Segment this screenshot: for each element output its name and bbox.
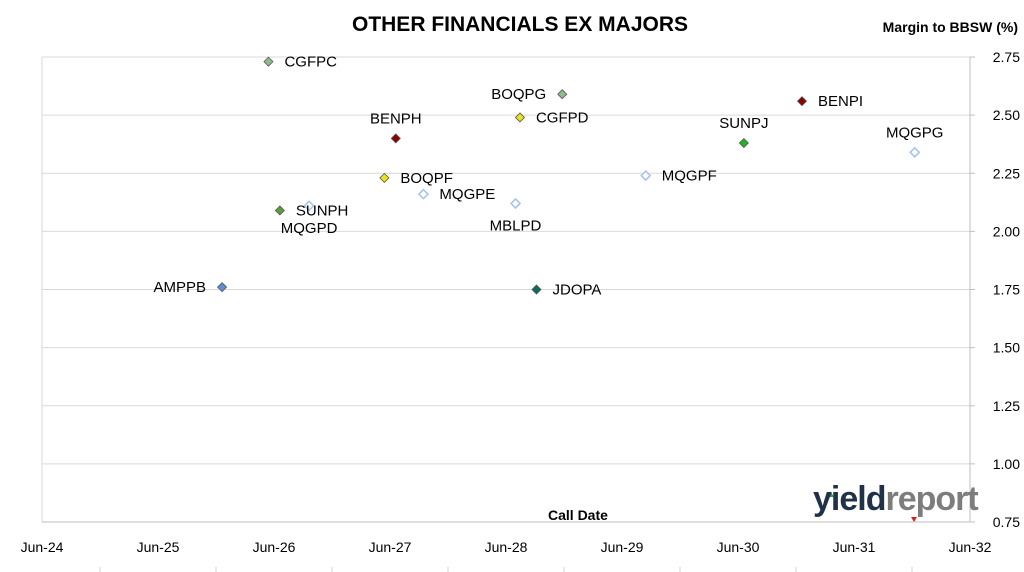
y-tick-label: 2.25: [993, 165, 1020, 181]
x-tick-label: Jun-32: [949, 539, 992, 555]
data-point: [263, 56, 274, 67]
data-label: BENPI: [818, 93, 863, 110]
data-point: [379, 172, 390, 183]
x-tick-label: Jun-26: [253, 539, 296, 555]
data-point: [909, 146, 921, 158]
x-tick-label: Jun-24: [21, 539, 64, 555]
y-tick-label: 2.50: [993, 107, 1020, 123]
data-point: [738, 137, 749, 149]
data-label: SUNPH: [296, 202, 349, 219]
x-axis-title: Call Date: [548, 507, 608, 523]
y-axis-title: Margin to BBSW (%): [882, 19, 1018, 35]
data-label: MQGPF: [662, 168, 717, 185]
data-point: [390, 133, 401, 144]
logo-part-a: yield: [813, 480, 886, 518]
y-tick-label: 1.00: [993, 456, 1020, 472]
data-label: AMPPB: [154, 279, 207, 296]
y-tick-label: 1.75: [993, 282, 1020, 298]
x-tick-label: Jun-28: [485, 539, 528, 555]
x-tick-label: Jun-29: [601, 539, 644, 555]
y-tick-label: 1.50: [993, 340, 1020, 356]
x-tick-label: Jun-31: [833, 539, 876, 555]
data-point: [303, 200, 315, 212]
logo-part-b: report: [885, 480, 978, 518]
data-label: JDOPA: [552, 282, 601, 299]
data-point: [217, 282, 228, 293]
data-label: CGFPC: [284, 54, 337, 71]
data-point: [274, 205, 285, 216]
data-label: MQGPD: [281, 220, 338, 237]
yieldreport-logo: yieldreport: [813, 480, 979, 519]
x-tick-label: Jun-30: [717, 539, 760, 555]
data-point: [796, 96, 808, 107]
chart-title: OTHER FINANCIALS EX MAJORS: [351, 13, 689, 36]
data-point: [557, 89, 568, 100]
data-point: [531, 284, 542, 295]
y-tick-label: 1.25: [993, 398, 1020, 414]
y-tick-label: 2.00: [993, 223, 1020, 239]
data-label: MBLPD: [490, 217, 542, 234]
y-tick-label: 2.75: [993, 49, 1020, 65]
data-label: BOQPF: [400, 170, 453, 187]
logo-up-arrow-icon: [828, 492, 834, 497]
data-label: BENPH: [370, 110, 422, 127]
logo-down-arrow-icon: [911, 517, 917, 522]
data-label: MQGPG: [886, 124, 944, 141]
data-label: BOQPG: [491, 86, 546, 103]
data-point: [640, 169, 652, 182]
data-label: SUNPJ: [719, 115, 768, 132]
x-tick-label: Jun-27: [369, 539, 412, 555]
data-point: [417, 188, 430, 200]
data-point: [514, 112, 526, 123]
data-label: CGFPD: [536, 109, 589, 126]
x-tick-label: Jun-25: [137, 539, 180, 555]
y-tick-label: 0.75: [993, 514, 1020, 530]
data-point: [509, 197, 522, 210]
data-label: MQGPE: [439, 186, 495, 203]
